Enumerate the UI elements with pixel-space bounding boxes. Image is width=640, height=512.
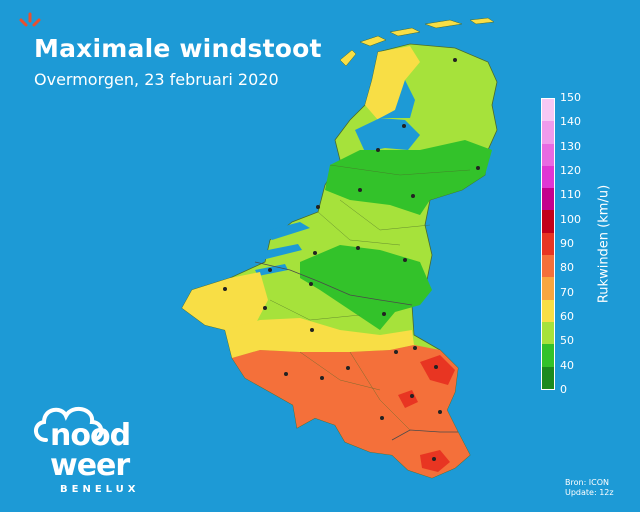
belgian-coast-zone [182, 272, 268, 340]
legend-tick-label: 40 [560, 358, 574, 372]
legend-segment [542, 143, 554, 166]
legend-segment [542, 255, 554, 278]
legend-label: Rukwinden (km/u) [596, 184, 612, 304]
source-update: Update: 12z [565, 488, 614, 497]
legend-color-bar [541, 98, 555, 390]
legend-tick-label: 50 [560, 334, 574, 348]
nl-be-border [254, 261, 413, 306]
legend-tick-label: 130 [560, 139, 581, 153]
brand-word-2: weer [50, 448, 130, 483]
source-model: Bron: ICON [565, 478, 610, 487]
map-subtitle: Overmorgen, 23 februari 2020 [34, 70, 279, 89]
green-band-north [325, 140, 492, 215]
legend-tick-label: 0 [560, 383, 567, 396]
orange-zone-ardennes [232, 345, 470, 478]
legend-tick-label: 90 [560, 237, 574, 250]
friesland-zone [365, 46, 420, 120]
brand-sun-rays-icon [19, 12, 41, 27]
legend-segment [542, 210, 554, 233]
legend-tick-label: 110 [560, 188, 581, 202]
source-info: Bron: ICON Update: 12z [565, 478, 614, 498]
legend-segment [542, 366, 554, 389]
wadden-islands [339, 17, 495, 67]
legend-tick-label: 140 [560, 115, 581, 129]
legend-segment [542, 165, 554, 189]
legend-segment [542, 99, 554, 122]
legend-segment [542, 299, 554, 322]
legend-tick-label: 100 [560, 212, 581, 226]
legend-segment [542, 121, 554, 144]
zeeland-water [255, 222, 310, 276]
legend-segment [542, 232, 554, 256]
map-title: Maximale windstoot [34, 34, 322, 63]
legend-segment [542, 188, 554, 211]
legend-segment [542, 321, 554, 345]
legend-tick-label: 70 [560, 285, 574, 299]
brand-word-3: BENELUX [60, 484, 140, 495]
legend-segment [542, 344, 554, 367]
red-patch-luxembourg [420, 450, 450, 472]
legend-tick-label: 80 [560, 261, 574, 275]
be-lu-border [391, 429, 458, 441]
legend-tick-label: 60 [560, 310, 574, 323]
brand-word-1: nood [50, 418, 131, 453]
red-patch-east [420, 355, 455, 385]
yellow-band-belgium [225, 318, 414, 358]
noodweer-logo-icon [34, 406, 104, 442]
legend-tick-label: 120 [560, 164, 581, 177]
legend-tick-label: 150 [560, 91, 581, 104]
legend-segment [542, 277, 554, 300]
green-band-south [300, 245, 432, 330]
wadden-sea [380, 80, 415, 118]
province-lines [269, 164, 471, 431]
city-dots [223, 58, 480, 461]
